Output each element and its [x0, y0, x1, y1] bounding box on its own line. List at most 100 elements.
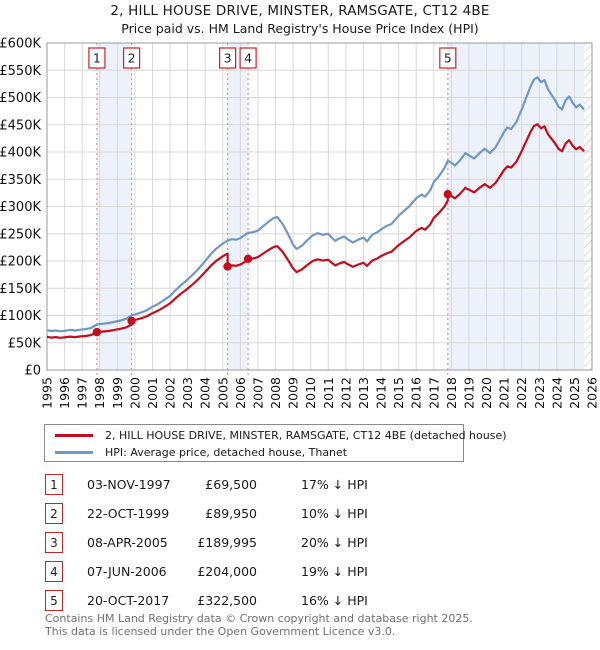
- sale-number-badge: 2: [45, 503, 63, 524]
- x-axis-tick-label: 2013: [356, 377, 371, 409]
- sale-vs-hpi: 10% ↓ HPI: [301, 506, 368, 521]
- sale-date: 08-APR-2005: [87, 535, 168, 550]
- sale-price: £204,000: [197, 564, 257, 579]
- x-axis-tick-label: 2017: [426, 377, 441, 409]
- x-axis-tick-label: 2011: [321, 377, 336, 409]
- sale-vs-hpi: 16% ↓ HPI: [301, 593, 368, 608]
- hpi-line-swatch: [55, 451, 93, 454]
- x-axis-tick-label: 2026: [585, 377, 600, 409]
- marker-flag-5: [439, 47, 457, 69]
- hpi-line: [46, 76, 585, 333]
- y-axis-tick-label: £50K: [8, 336, 42, 351]
- x-axis-tick-label: 2015: [391, 377, 406, 409]
- sale-price: £322,500: [197, 593, 257, 608]
- x-axis-tick-label: 1998: [92, 377, 107, 409]
- sale-point-4: [243, 254, 253, 263]
- y-axis-tick-label: £400K: [0, 146, 41, 161]
- sale-number-badge: 3: [45, 532, 63, 553]
- x-axis-tick-label: 2009: [286, 377, 301, 409]
- sale-price: £89,950: [205, 506, 257, 521]
- y-axis-tick-label: £100K: [0, 309, 41, 324]
- x-axis-tick-label: 2008: [268, 377, 283, 409]
- sale-number-badge: 5: [45, 590, 63, 611]
- marker-flag-number-3: 3: [224, 51, 232, 66]
- sale-row-2: 2 22-OCT-1999 £89,950 10% ↓ HPI: [40, 499, 580, 528]
- x-axis-tick-label: 1997: [75, 377, 90, 409]
- y-axis-tick-label: £300K: [0, 200, 41, 215]
- x-axis-tick-label: 2010: [303, 377, 318, 409]
- x-axis-tick-label: 2007: [251, 377, 266, 409]
- y-axis-tick-label: £550K: [0, 64, 41, 79]
- sale-vs-hpi: 17% ↓ HPI: [301, 477, 368, 492]
- marker-flag-2: [122, 47, 141, 69]
- x-axis-tick-label: 2023: [532, 377, 547, 409]
- x-axis-tick-label: 2025: [567, 377, 582, 409]
- plot-border: [46, 42, 593, 371]
- x-axis-tick-label: 2021: [497, 377, 512, 409]
- sale-date: 20-OCT-2017: [87, 593, 170, 608]
- x-axis-tick-label: 1999: [110, 377, 125, 409]
- y-axis-tick-label: £450K: [0, 118, 41, 133]
- sale-date: 22-OCT-1999: [87, 506, 170, 521]
- sale-point-1: [92, 327, 102, 337]
- sale-point-2: [127, 316, 136, 326]
- x-axis-tick-label: 2024: [549, 377, 564, 409]
- x-axis-tick-label: 2022: [514, 377, 529, 409]
- sale-row-5: 5 20-OCT-2017 £322,500 16% ↓ HPI: [40, 586, 580, 615]
- price-chart: 1 2 3 4 5 £0 £50K £100K £150K £200K £250K £300K £350…: [0, 37, 600, 409]
- legend-label-price-paid: 2, HILL HOUSE DRIVE, MINSTER, RAMSGATE, …: [105, 429, 507, 442]
- chart-legend: 2, HILL HOUSE DRIVE, MINSTER, RAMSGATE, …: [44, 424, 507, 462]
- x-axis-tick-label: 1995: [40, 377, 55, 409]
- sale-vs-hpi: 20% ↓ HPI: [301, 535, 368, 550]
- legend-label-hpi: HPI: Average price, detached house, Than…: [105, 446, 348, 459]
- x-axis-tick-label: 2000: [127, 377, 142, 409]
- x-axis-tick-label: 2016: [409, 377, 424, 409]
- sales-table: 1 03-NOV-1997 £69,500 17% ↓ HPI 2 22-OCT-1999…: [40, 470, 580, 615]
- sale-price: £189,995: [197, 535, 257, 550]
- marker-flag-number-2: 2: [128, 51, 136, 66]
- y-axis-tick-label: £350K: [0, 173, 41, 188]
- marker-flag-1: [88, 47, 106, 69]
- footer-line-2: This data is licensed under the Open Gov…: [45, 624, 396, 638]
- x-axis-tick-label: 2002: [163, 377, 178, 409]
- x-axis-tick-label: 2020: [479, 377, 494, 409]
- x-axis-tick-label: 2019: [461, 377, 476, 409]
- marker-flag-number-5: 5: [444, 51, 452, 66]
- x-axis-tick-label: 1996: [57, 377, 72, 409]
- y-axis-tick-label: £250K: [0, 227, 41, 242]
- x-axis-tick-label: 2005: [215, 377, 230, 409]
- page-title: 2, HILL HOUSE DRIVE, MINSTER, RAMSGATE, …: [110, 3, 490, 19]
- x-axis-tick-label: 2012: [338, 377, 353, 409]
- sale-number-badge: 4: [45, 561, 63, 582]
- sale-point-3: [223, 262, 232, 271]
- page-subtitle: Price paid vs. HM Land Registry's House …: [121, 21, 479, 36]
- price-paid-line-swatch: [55, 434, 93, 437]
- legend-row-hpi: HPI: Average price, detached house, Than…: [55, 444, 463, 461]
- x-axis-tick-label: 2004: [198, 377, 213, 409]
- x-axis-tick-label: 2003: [180, 377, 195, 409]
- y-axis-tick-label: £600K: [0, 37, 41, 52]
- marker-flag-number-4: 4: [244, 51, 252, 66]
- sale-row-3: 3 08-APR-2005 £189,995 20% ↓ HPI: [40, 528, 580, 557]
- sale-date: 07-JUN-2006: [87, 564, 167, 579]
- y-axis-tick-label: £150K: [0, 282, 41, 297]
- y-axis-tick-label: £500K: [0, 91, 41, 106]
- x-axis-tick-label: 2018: [444, 377, 459, 409]
- sale-price: £69,500: [205, 477, 257, 492]
- legend-row-price-paid: 2, HILL HOUSE DRIVE, MINSTER, RAMSGATE, …: [55, 427, 507, 444]
- x-axis-tick-label: 2014: [374, 377, 389, 409]
- sale-vs-hpi: 19% ↓ HPI: [301, 564, 368, 579]
- sale-row-1: 1 03-NOV-1997 £69,500 17% ↓ HPI: [40, 470, 580, 499]
- x-axis-tick-label: 2006: [233, 377, 248, 409]
- license-footer: Contains HM Land Registry data © Crown c…: [45, 612, 585, 638]
- x-axis-tick-label: 2001: [145, 377, 160, 409]
- sale-date: 03-NOV-1997: [87, 477, 171, 492]
- sale-point-5: [443, 190, 452, 199]
- sale-row-4: 4 07-JUN-2006 £204,000 19% ↓ HPI: [40, 557, 580, 586]
- sale-number-badge: 1: [45, 474, 63, 495]
- price-paid-line: [46, 123, 585, 339]
- footer-line-1: Contains HM Land Registry data © Crown c…: [45, 612, 473, 625]
- marker-flag-3: [219, 47, 237, 69]
- y-axis-tick-label: £0: [24, 364, 41, 379]
